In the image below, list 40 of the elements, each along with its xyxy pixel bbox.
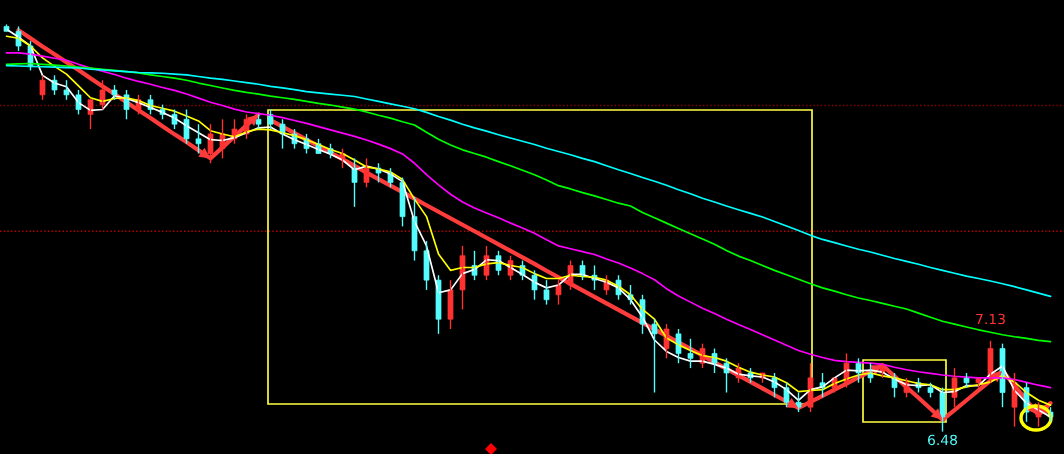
candlestick xyxy=(855,357,862,384)
candlestick xyxy=(687,338,694,369)
candlestick xyxy=(903,377,910,399)
candlestick xyxy=(411,196,418,262)
candlestick xyxy=(939,386,946,433)
candlestick xyxy=(675,328,682,364)
candlestick xyxy=(351,157,358,208)
candlestick xyxy=(783,382,790,408)
candlestick xyxy=(579,259,586,281)
candlestick xyxy=(51,74,58,96)
candlestick xyxy=(663,323,670,360)
candlestick xyxy=(651,318,658,394)
candlestick xyxy=(87,99,94,130)
candlestick xyxy=(435,274,442,335)
annotation: 6.48 xyxy=(928,434,958,446)
candlestick xyxy=(123,89,130,120)
annotation: 7.13 xyxy=(976,313,1005,325)
candlestick xyxy=(723,357,730,394)
candlestick xyxy=(543,279,550,306)
candlestick xyxy=(735,362,742,384)
candlestick xyxy=(459,245,466,311)
candlestick xyxy=(567,259,574,291)
candlestick xyxy=(807,362,814,413)
candlestick xyxy=(447,279,454,330)
candlestick xyxy=(555,279,562,306)
candlestick xyxy=(399,176,406,228)
candlestick xyxy=(867,362,874,384)
candlestick xyxy=(39,74,46,101)
candlestick xyxy=(267,108,274,130)
candlestick xyxy=(99,79,106,111)
candlestick xyxy=(423,240,430,291)
candlestick xyxy=(171,108,178,130)
candlestick xyxy=(75,89,82,116)
candlestick xyxy=(531,269,538,301)
candlestick xyxy=(363,157,370,188)
candlestick xyxy=(195,123,202,155)
candlestick xyxy=(483,245,490,281)
candlestick xyxy=(951,367,958,408)
candlestick xyxy=(183,108,190,145)
candlestick xyxy=(63,79,70,101)
